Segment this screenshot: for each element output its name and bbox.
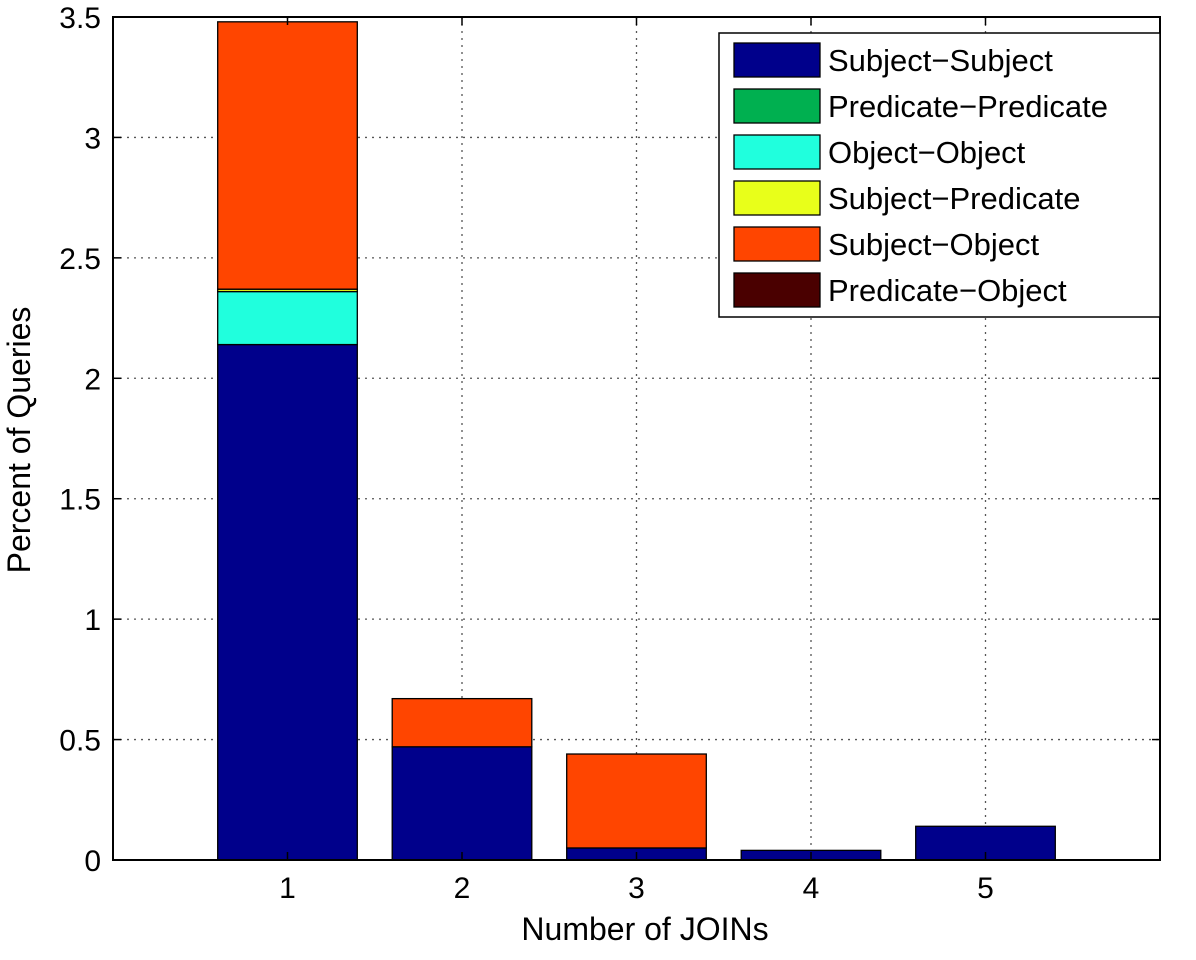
x-tick-label: 5 <box>977 872 994 905</box>
y-tick-label: 3 <box>84 122 101 155</box>
x-axis-label: Number of JOINs <box>521 911 768 947</box>
x-tick-label: 3 <box>628 872 645 905</box>
y-tick-label: 2 <box>84 363 101 396</box>
legend-swatch-2 <box>733 88 821 124</box>
y-tick-label: 3.5 <box>59 2 101 35</box>
bar-segment-3-series-5 <box>566 753 707 849</box>
legend-label-2: Predicate−Predicate <box>828 89 1108 124</box>
x-tick-label: 2 <box>454 872 471 905</box>
x-tick-label: 1 <box>279 872 296 905</box>
legend-label-4: Subject−Predicate <box>828 181 1080 216</box>
bar-segment-1-series-5 <box>217 21 358 290</box>
bar-segment-1-series-1 <box>217 343 358 861</box>
y-tick-label: 2.5 <box>59 243 101 276</box>
y-tick-label: 1.5 <box>59 484 101 517</box>
legend-label-5: Subject−Object <box>828 227 1039 262</box>
legend-swatch-3 <box>733 134 821 170</box>
y-tick-label: 1 <box>84 604 101 637</box>
y-axis-label: Percent of Queries <box>1 307 37 574</box>
tick-labels: 0 0.5 1 1.5 2 2.5 3 3.5 1 2 3 4 5 <box>59 2 994 905</box>
bar-segment-2-series-1 <box>391 746 533 861</box>
bar-segment-1-series-3 <box>217 290 358 346</box>
bar-segment-2-series-5 <box>391 697 533 748</box>
axes <box>112 16 1161 861</box>
y-tick-label: 0 <box>84 845 101 878</box>
legend-swatch-5 <box>733 226 821 262</box>
legend-swatch-4 <box>733 180 821 216</box>
legend-label-6: Predicate−Object <box>828 273 1067 308</box>
y-tick-label: 0.5 <box>59 725 101 758</box>
legend-label-1: Subject−Subject <box>828 43 1053 78</box>
legend-swatch-6 <box>733 272 821 308</box>
bars <box>217 21 1056 861</box>
legend-swatch-1 <box>733 42 821 78</box>
legend-label-3: Object−Object <box>828 135 1026 170</box>
x-tick-label: 4 <box>803 872 820 905</box>
legend: Subject−Subject Predicate−Predicate Object… <box>718 32 1161 318</box>
legend-box <box>718 32 1161 318</box>
